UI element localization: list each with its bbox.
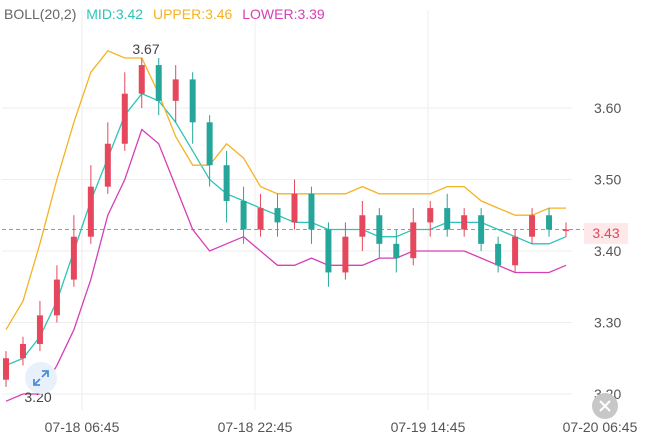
zoom-button[interactable] [25, 362, 57, 394]
x-tick-label: 07-18 22:45 [218, 419, 293, 435]
candle-body [410, 222, 417, 259]
x-tick-label: 07-18 06:45 [45, 419, 120, 435]
candle-body [70, 236, 77, 280]
candle-body [223, 165, 230, 201]
candle-body [546, 215, 553, 230]
x-tick-label: 07-20 06:45 [563, 419, 638, 435]
current-price-tag: 3.43 [584, 223, 628, 244]
legend-upper: UPPER:3.46 [152, 6, 233, 22]
close-x-icon [599, 400, 611, 412]
y-tick-label: 3.40 [594, 243, 621, 259]
x-tick-label: 07-19 14:45 [391, 419, 466, 435]
candle-body [478, 215, 485, 244]
candle-body [19, 343, 26, 359]
candle-body [155, 65, 162, 101]
candle-body [3, 358, 9, 380]
candle-body [308, 193, 315, 230]
band-line-lower [5, 128, 567, 402]
legend-lower: LOWER:3.39 [242, 6, 325, 22]
candle-body [359, 215, 366, 237]
candle-body [206, 122, 213, 166]
close-button[interactable] [592, 393, 618, 419]
candle-body [495, 243, 502, 266]
candle-body [87, 186, 94, 237]
candle-body [274, 208, 281, 223]
high-annotation: 3.67 [132, 41, 159, 57]
boll-legend: BOLL(20,2) MID:3.42 UPPER:3.46 LOWER:3.3… [4, 6, 331, 22]
y-tick-label: 3.30 [594, 315, 621, 331]
candle-body [36, 315, 43, 344]
candle-body [53, 279, 60, 316]
candle-body [342, 236, 349, 273]
expand-arrows-icon [33, 370, 49, 386]
candle-body [563, 229, 569, 232]
candle-body [325, 229, 332, 273]
candle-body [512, 236, 519, 266]
candle-body [189, 79, 196, 123]
legend-indicator-name: BOLL(20,2) [4, 6, 77, 22]
candle-body [121, 93, 128, 144]
candle-body [529, 215, 536, 237]
candle-body [291, 193, 298, 223]
candle-body [257, 208, 264, 230]
candle-body [138, 65, 145, 94]
candle-body [240, 200, 247, 230]
candle-body [172, 79, 179, 101]
candle-body [104, 143, 111, 187]
candle-body [427, 208, 434, 223]
candle-body [444, 208, 451, 230]
candle-body [393, 243, 400, 259]
candle-body [461, 215, 468, 230]
band-line-mid [5, 92, 567, 366]
candle-body [376, 215, 383, 244]
y-tick-label: 3.60 [594, 100, 621, 116]
legend-mid: MID:3.42 [86, 6, 144, 22]
band-line-upper [5, 50, 566, 331]
y-tick-label: 3.50 [594, 172, 621, 188]
